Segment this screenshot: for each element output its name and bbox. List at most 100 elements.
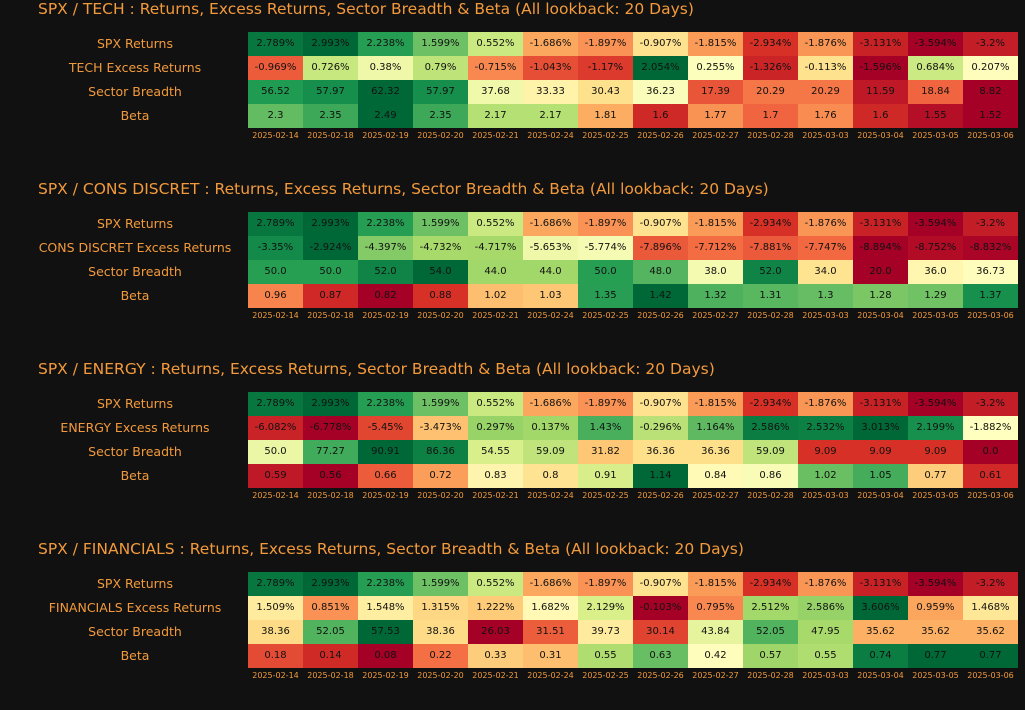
heatmap-cell: 2.054% [633,56,688,80]
heatmap-panel: SPX / TECH : Returns, Excess Returns, Se… [0,0,1025,170]
x-tick-label: 2025-03-05 [912,131,959,140]
heatmap-cell: -0.907% [633,572,688,596]
x-tick-label: 2025-02-20 [417,131,464,140]
heatmap-cell: 0.84 [688,464,743,488]
heatmap-cell: -4.717% [468,236,523,260]
heatmap-cell: 59.09 [743,440,798,464]
heatmap-cell: 0.77 [908,644,963,668]
row-label: SPX Returns [96,396,173,411]
heatmap-cell: 1.52 [963,104,1018,128]
heatmap-cell: 1.222% [468,596,523,620]
heatmap-cell: 1.81 [578,104,633,128]
x-tick-label: 2025-02-21 [472,491,519,500]
heatmap-cell: 35.62 [963,620,1018,644]
x-tick-label: 2025-02-25 [582,311,629,320]
heatmap-cell: 2.586% [798,596,853,620]
x-tick-label: 2025-02-24 [527,311,574,320]
heatmap-cell: 1.3 [798,284,853,308]
x-tick-label: 2025-02-20 [417,671,464,680]
heatmap-cell: 0.87 [303,284,358,308]
heatmap-cell: -2.934% [743,212,798,236]
heatmap-cell: 31.82 [578,440,633,464]
heatmap-cell: 1.14 [633,464,688,488]
heatmap-cell: -0.907% [633,392,688,416]
heatmap-cell: 1.43% [578,416,633,440]
x-tick-label: 2025-02-19 [362,671,409,680]
heatmap-cell: 0.684% [908,56,963,80]
heatmap-cell: 2.129% [578,596,633,620]
heatmap-cell: 57.97 [303,80,358,104]
heatmap-cell: 2.238% [358,212,413,236]
heatmap-cell: -1.815% [688,212,743,236]
heatmap-cell: 2.35 [413,104,468,128]
x-tick-label: 2025-02-20 [417,311,464,320]
heatmap-cell: -1.815% [688,392,743,416]
panel-title: SPX / ENERGY : Returns, Excess Returns, … [38,360,715,378]
panel-title: SPX / TECH : Returns, Excess Returns, Se… [38,0,694,18]
x-tick-label: 2025-02-18 [307,311,354,320]
x-tick-label: 2025-03-06 [967,491,1014,500]
heatmap-cell: -5.45% [358,416,413,440]
heatmap-cell: 36.73 [963,260,1018,284]
heatmap-cell: -8.752% [908,236,963,260]
heatmap-cell: -0.103% [633,596,688,620]
heatmap-cell: 1.6 [633,104,688,128]
x-tick-label: 2025-02-24 [527,491,574,500]
heatmap-cell: -1.043% [523,56,578,80]
x-tick-label: 2025-02-18 [307,131,354,140]
heatmap-cell: 20.29 [743,80,798,104]
x-tick-label: 2025-02-28 [747,311,794,320]
heatmap-cell: 2.993% [303,32,358,56]
heatmap-cell: 38.0 [688,260,743,284]
heatmap-cell: 0.83 [468,464,523,488]
heatmap-cell: -7.712% [688,236,743,260]
x-tick-label: 2025-02-27 [692,491,739,500]
x-tick-label: 2025-02-26 [637,491,684,500]
heatmap-cell: -7.881% [743,236,798,260]
heatmap-cell: 1.77 [688,104,743,128]
heatmap-cell: 0.22 [413,644,468,668]
heatmap-cell: 0.552% [468,212,523,236]
heatmap-cell: -8.894% [853,236,908,260]
heatmap-cell: -3.2% [963,212,1018,236]
row-label: Beta [120,288,150,303]
row-label: TECH Excess Returns [68,60,202,75]
heatmap-cell: 2.199% [908,416,963,440]
heatmap-cell: 1.35 [578,284,633,308]
heatmap-cell: 2.35 [303,104,358,128]
heatmap-cell: 86.36 [413,440,468,464]
heatmap-cell: 31.51 [523,620,578,644]
heatmap-cell: 34.0 [798,260,853,284]
row-label: SPX Returns [96,216,173,231]
heatmap-panel: SPX / FINANCIALS : Returns, Excess Retur… [0,540,1025,710]
heatmap-cell: 1.03 [523,284,578,308]
heatmap-cell: 30.43 [578,80,633,104]
heatmap-cell: 30.14 [633,620,688,644]
heatmap-cell: 36.0 [908,260,963,284]
row-label: Sector Breadth [88,444,182,459]
heatmap-cell: -0.907% [633,32,688,56]
x-tick-label: 2025-02-27 [692,311,739,320]
heatmap-cell: -1.686% [523,32,578,56]
row-label: Beta [120,468,150,483]
heatmap-cell: 50.0 [578,260,633,284]
heatmap-cell: 90.91 [358,440,413,464]
heatmap-cell: 0.82 [358,284,413,308]
heatmap-cell: 9.09 [798,440,853,464]
heatmap-cell: 0.0 [963,440,1018,464]
heatmap-cell: 0.8 [523,464,578,488]
heatmap-cell: -3.594% [908,392,963,416]
row-label: Beta [120,648,150,663]
heatmap-cell: 1.29 [908,284,963,308]
x-tick-label: 2025-03-04 [857,491,904,500]
heatmap-cell: 2.789% [248,392,303,416]
heatmap-cell: -2.934% [743,392,798,416]
heatmap-cell: -3.131% [853,212,908,236]
row-label: Sector Breadth [88,624,182,639]
heatmap-cell: 2.238% [358,32,413,56]
heatmap-cell: 50.0 [248,440,303,464]
x-tick-label: 2025-03-04 [857,131,904,140]
x-tick-label: 2025-02-24 [527,131,574,140]
heatmap-cell: 18.84 [908,80,963,104]
x-tick-label: 2025-02-14 [252,491,299,500]
